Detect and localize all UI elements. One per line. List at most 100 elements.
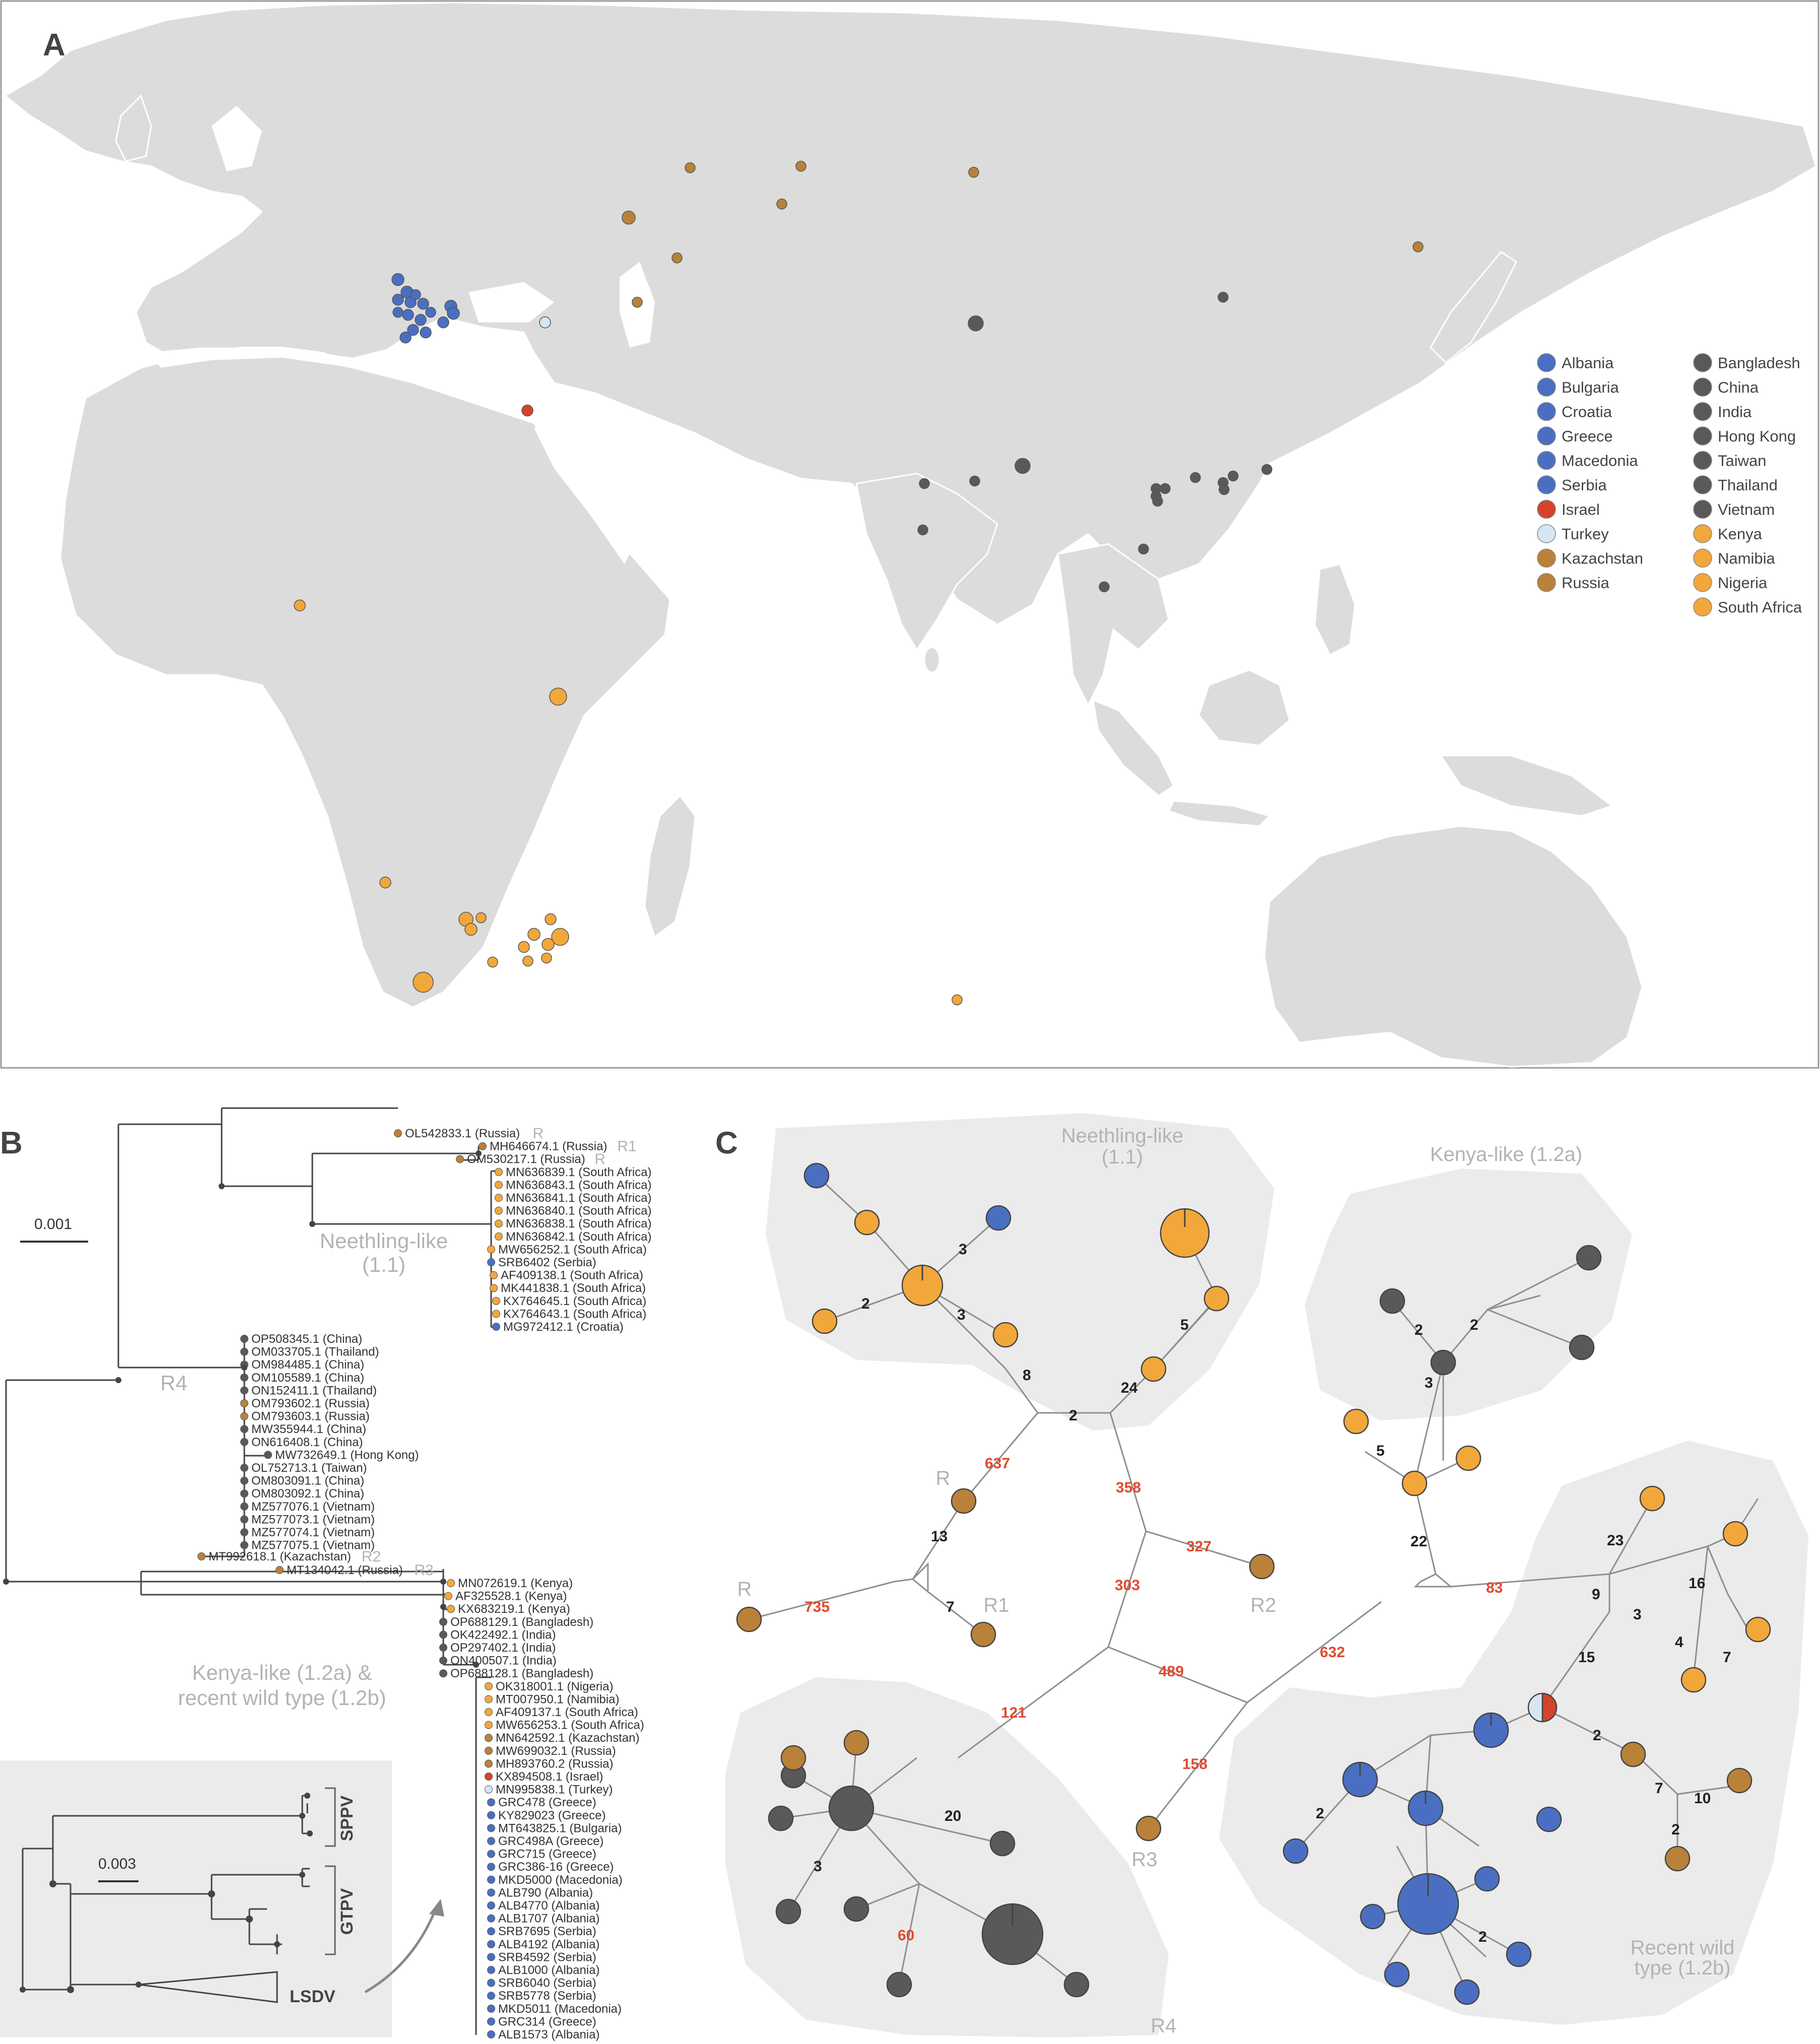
network-node	[1135, 1815, 1162, 1842]
net-group-r4: R4	[1151, 2015, 1176, 2037]
network-node	[1379, 1288, 1405, 1314]
branch-r4	[201, 1340, 245, 1557]
tree-tip	[240, 1541, 248, 1549]
tree-tip-label: ALB790 (Albania)	[498, 1886, 593, 1899]
network-node-israel-turkey	[1527, 1692, 1558, 1723]
map-point	[407, 324, 419, 336]
branch-top	[117, 1123, 244, 1369]
map-point	[952, 994, 963, 1005]
mutation-count: 2	[1069, 1407, 1077, 1424]
tree-node	[241, 1365, 247, 1371]
tree-node	[3, 1579, 9, 1585]
legend-swatch	[1537, 451, 1556, 470]
tree-tip	[485, 1682, 493, 1690]
tree-tip	[447, 1579, 455, 1587]
tree-tip-label: MW732649.1 (Hong Kong)	[275, 1448, 419, 1462]
map-point	[413, 972, 434, 993]
legend-swatch	[1537, 402, 1556, 421]
tree-tip	[240, 1515, 248, 1524]
network-node	[1745, 1616, 1771, 1643]
net-group-recent-line1: Recent wild	[1631, 1937, 1735, 1959]
branch-r-r1	[221, 1107, 398, 1187]
mutation-count-major: 158	[1182, 1756, 1207, 1773]
tree-tip-label: GRC478 (Greece)	[498, 1796, 596, 1809]
legend-label: Bulgaria	[1562, 379, 1619, 396]
tree-tip	[456, 1155, 464, 1164]
map-legend: Albania Bulgaria Croatia Greece Macedonia Ser…	[1537, 353, 1802, 617]
map-point	[542, 938, 555, 951]
tree-tip	[240, 1386, 248, 1395]
tree-tip-label: ALB4770 (Albania)	[498, 1899, 599, 1913]
tree-tip	[485, 1695, 493, 1704]
mutation-count: 2	[1593, 1727, 1601, 1744]
clade-r4: R4	[160, 1371, 187, 1395]
tree-tip-label: OP688129.1 (Bangladesh)	[450, 1615, 593, 1629]
network-node	[1576, 1245, 1602, 1271]
mutation-count: 3	[959, 1241, 967, 1258]
legend-label: Macedonia	[1562, 452, 1638, 469]
tree-node	[309, 1221, 315, 1227]
network-node	[886, 1971, 912, 1998]
tree-tip-label: OM984485.1 (China)	[251, 1358, 364, 1372]
legend-swatch	[1693, 500, 1712, 519]
tree-tip	[240, 1412, 248, 1420]
map-point	[1152, 496, 1163, 507]
mutation-count: 4	[1675, 1634, 1683, 1651]
mutation-count: 5	[1180, 1317, 1189, 1333]
map-point	[294, 599, 306, 611]
india-landmass	[855, 472, 998, 651]
tree-inset: 0.003 SPPV GTPV	[0, 1760, 444, 2037]
mutation-count: 7	[1655, 1780, 1663, 1797]
network-node	[1569, 1334, 1595, 1360]
tree-tip-label: MW656253.1 (South Africa)	[496, 1719, 644, 1732]
mutation-count-major: 489	[1159, 1663, 1184, 1680]
map-point	[437, 316, 449, 328]
legend-label: Bangladesh	[1718, 354, 1800, 372]
map-point	[410, 289, 421, 300]
blob-r4	[725, 1677, 1169, 2037]
tree-tip	[240, 1373, 248, 1382]
legend-swatch	[1693, 475, 1712, 495]
tree-tip	[240, 1425, 248, 1434]
tree-tip-label: ON400507.1 (India)	[450, 1654, 557, 1668]
mutation-count: 10	[1694, 1790, 1711, 1807]
tree-tip	[240, 1438, 248, 1446]
tree-tip	[485, 1734, 493, 1742]
tree-tip	[447, 1605, 455, 1613]
map-point	[1219, 484, 1230, 495]
tree-tip-label: OL752713.1 (Taiwan)	[251, 1461, 367, 1475]
map-point	[776, 198, 787, 210]
network-node	[1639, 1485, 1665, 1512]
legend-label: Taiwan	[1718, 452, 1767, 469]
blob-kenya	[1305, 1169, 1632, 1420]
legend-swatch	[1693, 377, 1712, 397]
tree-tip-label: OP508345.1 (China)	[251, 1332, 362, 1346]
tree-tip-label: KX894508.1 (Israel)	[496, 1770, 603, 1784]
tree-tip-label: AF409137.1 (South Africa)	[496, 1706, 638, 1719]
legend-swatch	[1693, 402, 1712, 421]
network-node	[1063, 1971, 1090, 1998]
tree-tip	[487, 2017, 495, 2026]
tree-tip-label: OM105589.1 (China)	[251, 1371, 364, 1385]
tree-tip	[240, 1335, 248, 1343]
tree-tip-label: MN636838.1 (South Africa)	[506, 1217, 652, 1231]
legend-swatch	[1537, 500, 1556, 519]
network-node	[843, 1730, 869, 1756]
tree-tip	[197, 1552, 206, 1560]
mutation-count-major: 358	[1116, 1479, 1141, 1496]
tree-tip-label: MN642592.1 (Kazachstan)	[496, 1731, 640, 1745]
tree-tip-label: OM530217.1 (Russia)	[467, 1152, 585, 1166]
tree-tip	[240, 1399, 248, 1407]
tree-tip-tag: R3	[414, 1562, 433, 1579]
tree-tip	[487, 2004, 495, 2013]
tree-tip	[487, 1914, 495, 1923]
tree-tip-label: MN995838.1 (Turkey)	[496, 1783, 613, 1797]
tree-tip	[487, 1901, 495, 1910]
tree-tip-label: OP688128.1 (Bangladesh)	[450, 1667, 593, 1680]
land-masses	[4, 2, 1817, 1068]
tree-tip-label: MN636843.1 (South Africa)	[506, 1178, 652, 1192]
tree-tip-label: MT134042.1 (Russia)	[287, 1563, 403, 1577]
mutation-count: 2	[861, 1296, 870, 1312]
scale-bar-inset-label: 0.003	[98, 1856, 136, 1872]
